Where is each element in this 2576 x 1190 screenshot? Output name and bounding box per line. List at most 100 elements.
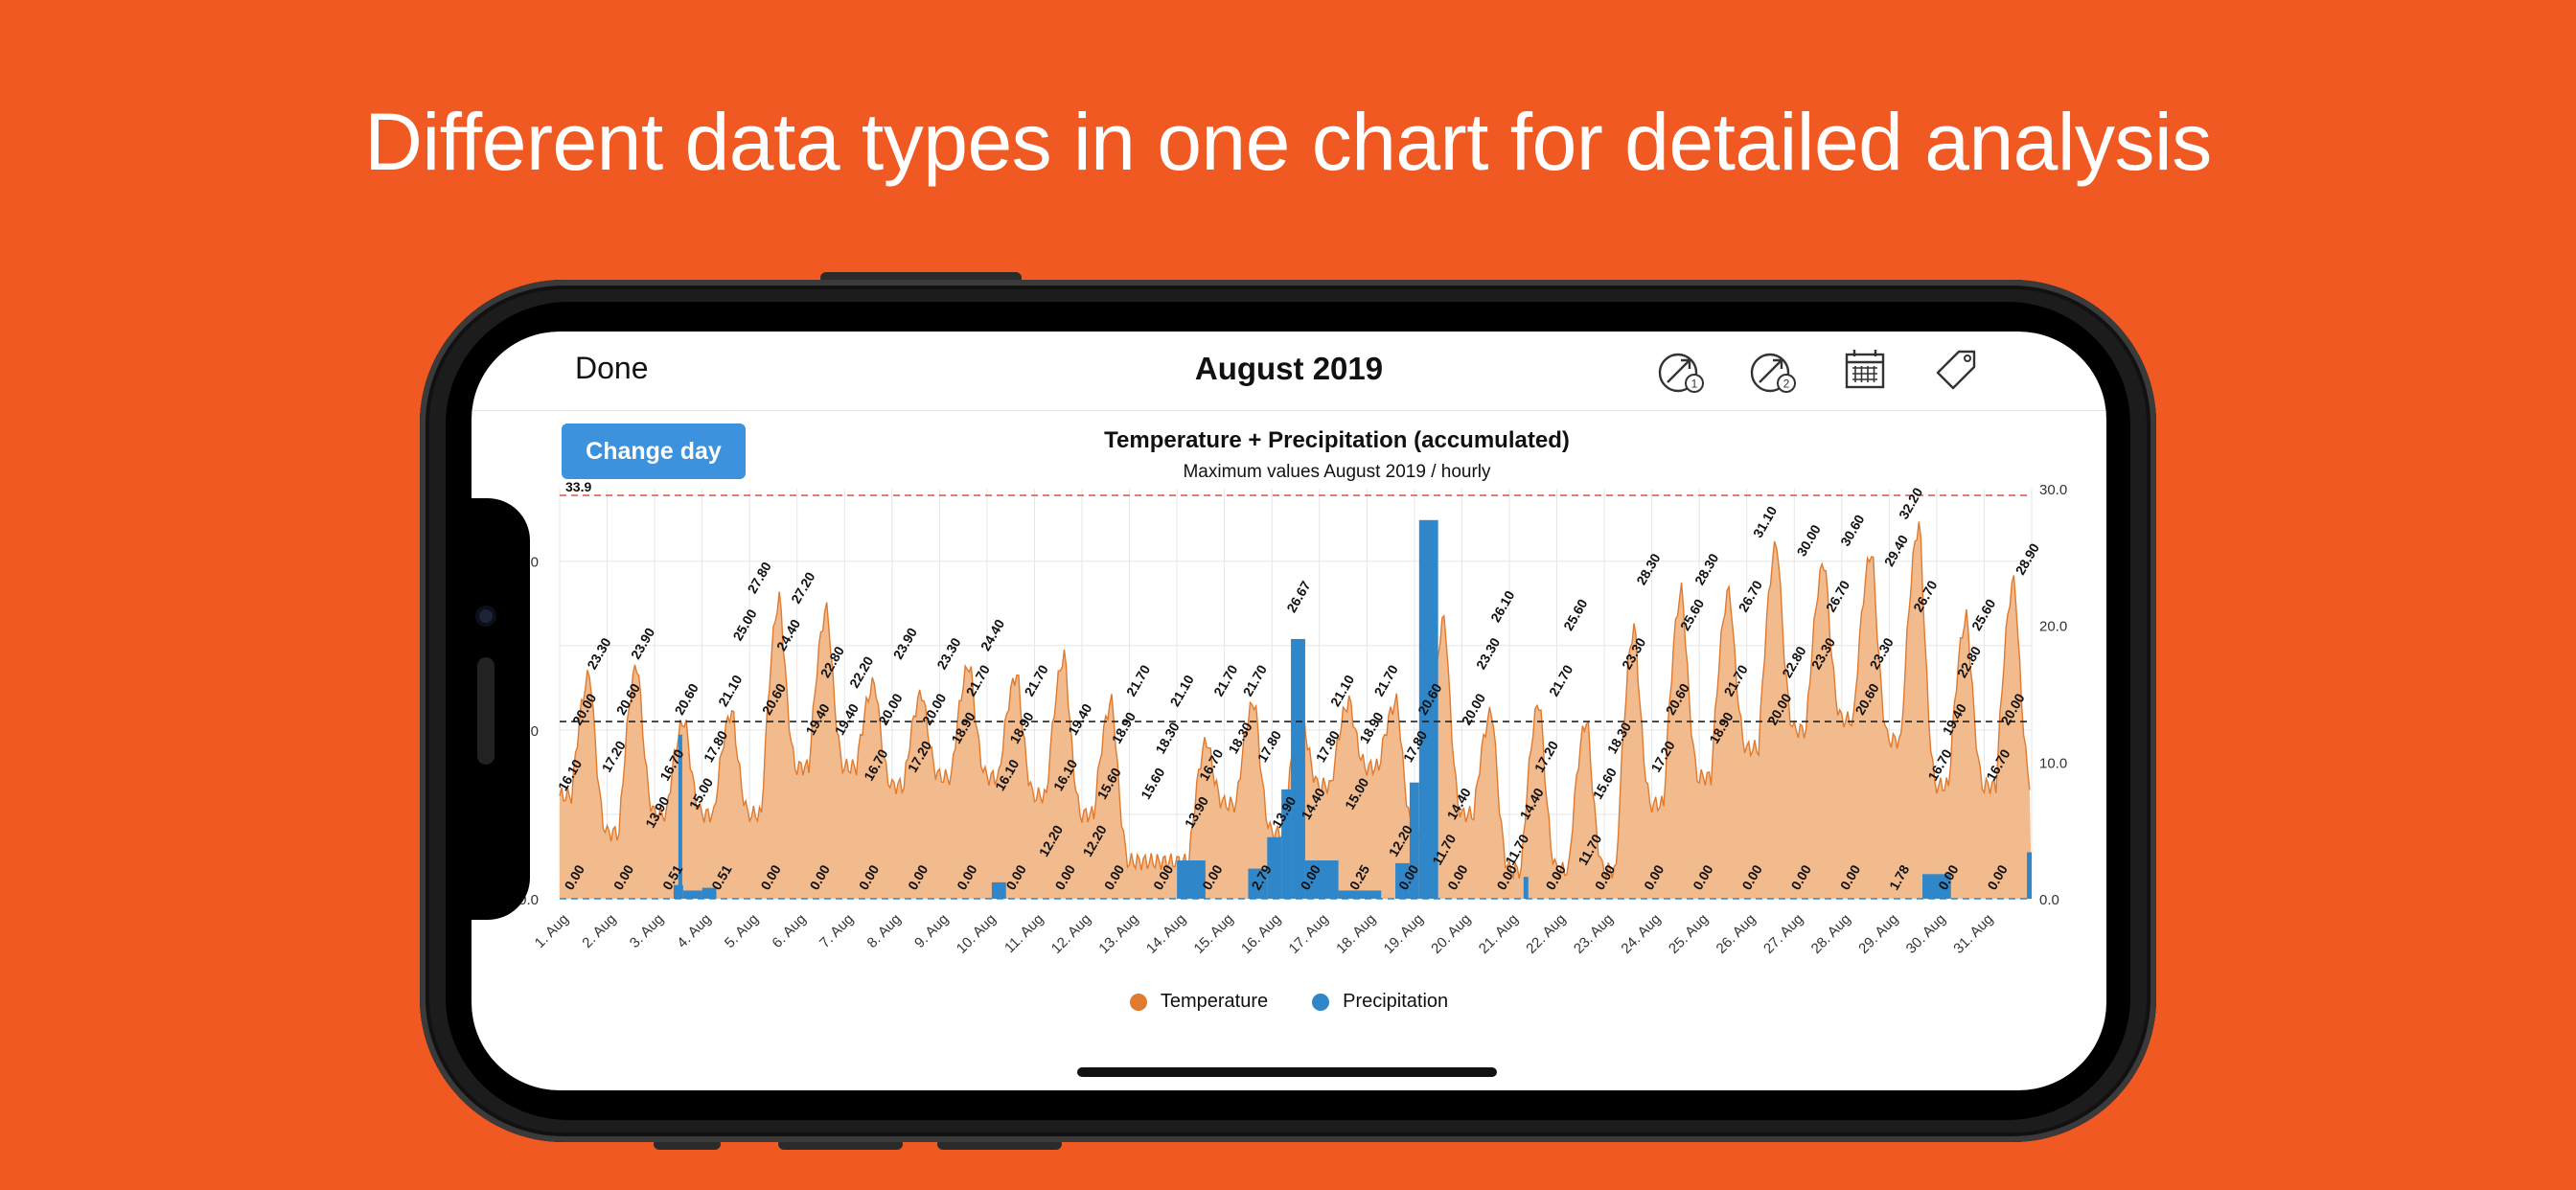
temperature-data-label: 21.70: [1021, 662, 1050, 699]
precipitation-bar: [1395, 862, 1410, 899]
temperature-data-label: 21.10: [1327, 672, 1357, 709]
temperature-data-label: 23.30: [584, 635, 613, 673]
headline: Different data types in one chart for de…: [364, 97, 2212, 187]
x-axis-tick-label: 21. Aug: [1476, 911, 1522, 957]
x-axis-tick-label: 23. Aug: [1571, 911, 1617, 957]
app-screen: Done August 2019 1 2 Change day Temperat…: [472, 332, 2106, 1090]
precipitation-bar: [1281, 789, 1292, 899]
precipitation-bar: [2027, 852, 2032, 899]
precipitation-bar: [1291, 638, 1305, 899]
precipitation-bar: [1409, 782, 1419, 899]
x-axis-tick-label: 4. Aug: [674, 911, 714, 951]
x-axis-tick-label: 17. Aug: [1286, 911, 1332, 957]
x-axis-tick-label: 8. Aug: [864, 911, 905, 951]
temperature-data-label: 32.20: [1896, 485, 1925, 522]
x-axis-tick-label: 31. Aug: [1950, 911, 1996, 957]
temperature-data-label: 28.30: [1691, 551, 1721, 588]
x-axis-tick-label: 7. Aug: [816, 911, 857, 951]
x-axis-tick-label: 24. Aug: [1618, 911, 1664, 957]
x-axis-tick-label: 9. Aug: [911, 911, 952, 951]
temperature-data-label: 26.10: [1487, 587, 1517, 625]
x-axis-tick-label: 11. Aug: [1001, 911, 1046, 956]
precipitation-bar: [1248, 868, 1268, 899]
x-axis-tick-label: 14. Aug: [1143, 911, 1189, 957]
temperature-data-label: 29.40: [1881, 532, 1911, 569]
precipitation-bar: [1267, 836, 1282, 899]
tag-icon[interactable]: [1930, 343, 1984, 397]
temperature-data-label: 28.30: [1633, 551, 1663, 588]
precipitation-bar: [991, 881, 1006, 899]
x-axis-tick-label: 12. Aug: [1048, 911, 1094, 957]
temperature-data-label: 15.60: [1590, 765, 1620, 802]
temperature-data-label: 21.70: [1123, 662, 1153, 699]
temperature-data-label: 23.30: [933, 635, 963, 673]
x-axis-tick-label: 18. Aug: [1333, 911, 1379, 957]
temperature-data-label: 20.60: [671, 680, 701, 718]
legend-item-precipitation[interactable]: Precipitation: [1312, 991, 1448, 1013]
temperature-data-label: 20.00: [875, 691, 905, 728]
svg-text:1: 1: [1691, 378, 1698, 391]
temperature-dot-icon: [1129, 993, 1147, 1011]
precipitation-bar: [702, 887, 717, 899]
chart-legend: Temperature Precipitation: [472, 991, 2106, 1013]
temperature-data-label: 23.30: [1619, 635, 1648, 673]
temperature-precipitation-chart[interactable]: 33.930.020.010.030.020.010.00.01. Aug2. …: [472, 332, 2106, 1090]
precipitation-bar: [1418, 519, 1438, 899]
temperature-data-label: 27.80: [745, 559, 774, 596]
precipitation-bar: [1304, 860, 1339, 899]
temperature-data-label: 27.20: [788, 569, 817, 606]
page-title: August 2019: [1194, 351, 1384, 386]
temperature-data-label: 15.60: [1138, 765, 1167, 802]
precipitation-bar: [1523, 877, 1529, 899]
home-indicator: [1077, 1067, 1497, 1077]
x-axis-tick-label: 6. Aug: [769, 911, 809, 951]
temperature-data-label: 21.70: [1546, 662, 1576, 699]
legend-item-temperature[interactable]: Temperature: [1129, 991, 1268, 1013]
x-axis-tick-label: 25. Aug: [1666, 911, 1712, 957]
precipitation-dot-icon: [1312, 993, 1330, 1011]
temperature-data-label: 23.30: [1473, 635, 1503, 673]
temperature-data-label: 30.00: [1793, 522, 1823, 560]
x-axis-tick-label: 29. Aug: [1855, 911, 1901, 957]
x-axis-tick-label: 22. Aug: [1523, 911, 1569, 957]
temperature-data-label: 23.90: [890, 625, 920, 662]
right-axis-tick-label: 0.0: [2039, 892, 2059, 908]
precipitation-bar: [1177, 860, 1206, 899]
x-axis-tick-label: 26. Aug: [1714, 911, 1760, 957]
legend-label-precipitation: Precipitation: [1343, 991, 1449, 1012]
temperature-data-label: 25.60: [1968, 596, 1998, 633]
x-axis-tick-label: 19. Aug: [1381, 911, 1427, 957]
temperature-data-label: 21.70: [1210, 662, 1240, 699]
temperature-data-label: 28.90: [2012, 540, 2042, 578]
temperature-data-label: 23.90: [628, 625, 657, 662]
precipitation-bar: [1922, 874, 1951, 899]
precipitation-bar: [1338, 890, 1382, 899]
x-axis-tick-label: 3. Aug: [627, 911, 667, 951]
temperature-data-label: 24.40: [978, 616, 1007, 653]
trend-1-icon[interactable]: 1: [1654, 343, 1708, 397]
phone-speaker: [477, 657, 494, 765]
right-axis-tick-label: 20.0: [2039, 619, 2067, 635]
precipitation-bar: [678, 734, 682, 899]
x-axis-tick-label: 30. Aug: [1903, 911, 1949, 957]
precipitation-bar: [682, 890, 702, 899]
done-button[interactable]: Done: [575, 351, 649, 385]
x-axis-tick-label: 13. Aug: [1095, 911, 1141, 957]
trend-2-icon[interactable]: 2: [1746, 343, 1800, 397]
front-camera: [475, 606, 496, 627]
temperature-data-label: 25.60: [1560, 596, 1590, 633]
x-axis-tick-label: 1. Aug: [532, 911, 572, 951]
calendar-icon[interactable]: [1838, 343, 1892, 397]
change-day-button[interactable]: Change day: [562, 423, 746, 479]
x-axis-tick-label: 27. Aug: [1760, 911, 1806, 957]
chart-subtitle: Maximum values August 2019 / hourly: [1183, 462, 1491, 482]
temperature-data-label: 21.70: [1240, 662, 1270, 699]
x-axis-tick-label: 15. Aug: [1191, 911, 1237, 957]
x-axis-tick-label: 2. Aug: [579, 911, 619, 951]
temperature-data-label: 21.10: [715, 672, 745, 709]
temperature-data-label: 25.00: [729, 606, 759, 644]
x-axis-tick-label: 10. Aug: [954, 911, 1000, 957]
x-axis-tick-label: 20. Aug: [1428, 911, 1474, 957]
right-axis-tick-label: 30.0: [2039, 482, 2067, 498]
temperature-data-label: 21.10: [1167, 672, 1197, 709]
